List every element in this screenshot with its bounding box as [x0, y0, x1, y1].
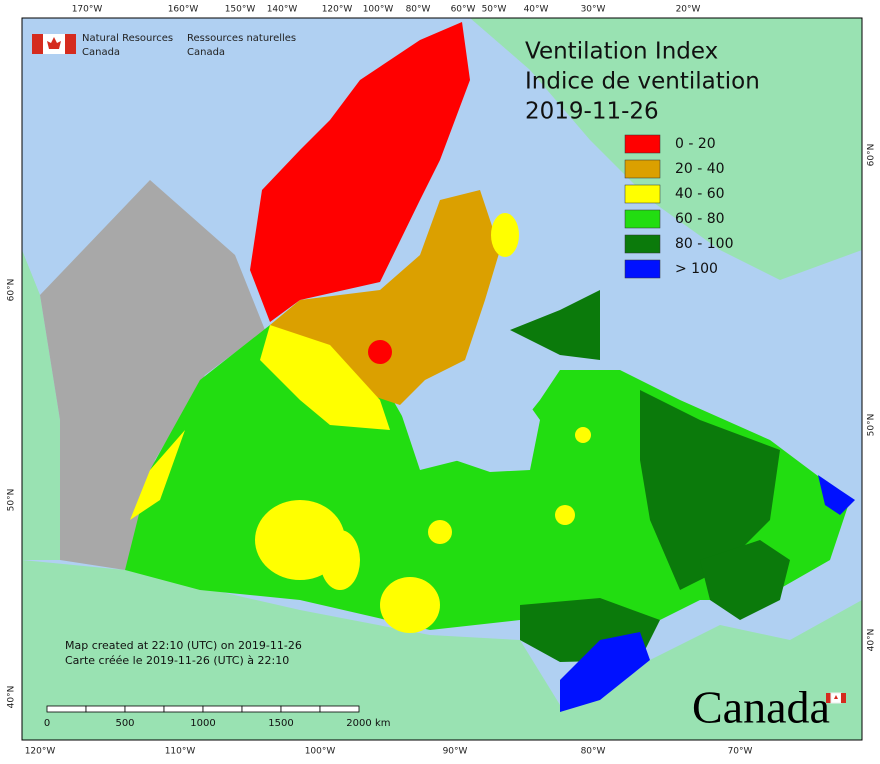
legend-label: 20 - 40 [675, 161, 725, 177]
latitude-label: 50°N [867, 414, 877, 437]
legend-swatch [624, 209, 661, 229]
longitude-label: 140°W [267, 5, 298, 15]
scale-label: 1500 [268, 718, 293, 729]
zone-0-20 [250, 22, 470, 322]
united-states [22, 560, 862, 740]
scale-segment [280, 705, 321, 713]
longitude-label: 100°W [305, 747, 336, 757]
longitude-label: 120°W [322, 5, 353, 15]
legend-label: 40 - 60 [675, 186, 725, 202]
scale-segment [241, 705, 282, 713]
longitude-label: 120°W [25, 747, 56, 757]
legend-swatch [624, 134, 661, 154]
scale-label: 0 [44, 718, 50, 729]
pacific-coast [22, 250, 60, 560]
scale-label: 2000 [346, 718, 371, 729]
longitude-label: 170°W [72, 5, 103, 15]
longitude-label: 90°W [443, 747, 468, 757]
longitude-label: 110°W [165, 747, 196, 757]
scale-unit: km [375, 718, 391, 729]
latitude-label: 60°N [867, 144, 877, 167]
latitude-label: 40°N [7, 686, 17, 709]
hudson-bay [390, 372, 540, 472]
longitude-label: 100°W [363, 5, 394, 15]
longitude-label: 160°W [168, 5, 199, 15]
scale-segment [85, 705, 126, 713]
org-name-fr: Ressources naturelles [187, 33, 296, 44]
zone-80-100 [510, 290, 600, 360]
zone-0-20 [368, 340, 392, 364]
legend-label: 80 - 100 [675, 236, 734, 252]
frame [21, 17, 863, 741]
scale-label: 1000 [190, 718, 215, 729]
longitude-label: 80°W [406, 5, 431, 15]
org-name-en: Natural Resources [82, 33, 173, 44]
map-title: Ventilation Index [525, 39, 718, 65]
zone-40-60 [428, 520, 452, 544]
wordmark: Canada [692, 682, 830, 733]
legend-swatch [624, 259, 661, 279]
zone-40-60 [555, 505, 575, 525]
longitude-label: 80°W [581, 747, 606, 757]
zone-over-100 [818, 475, 855, 515]
zone-over-100 [560, 632, 650, 712]
legend-label: > 100 [675, 261, 718, 277]
zone-40-60 [491, 213, 519, 257]
zone-40-60 [260, 325, 390, 430]
scale-segment [319, 705, 360, 713]
zone-40-60 [130, 430, 185, 520]
scale-segment [163, 705, 204, 713]
legend-label: 0 - 20 [675, 136, 716, 152]
zone-40-60 [380, 577, 440, 633]
credit-line: Carte créée le 2019-11-26 (UTC) à 22:10 [65, 654, 289, 667]
longitude-label: 60°W [451, 5, 476, 15]
longitude-label: 150°W [225, 5, 256, 15]
credit-line: Map created at 22:10 (UTC) on 2019-11-26 [65, 639, 302, 652]
scale-segment [124, 705, 165, 713]
longitude-label: 50°W [482, 5, 507, 15]
longitude-label: 40°W [524, 5, 549, 15]
latitude-label: 40°N [867, 629, 877, 652]
legend-swatch [624, 184, 661, 204]
zone-40-60 [575, 427, 591, 443]
greenland [470, 18, 862, 280]
longitude-label: 30°W [581, 5, 606, 15]
legend-swatch [624, 234, 661, 254]
canada-flag [32, 34, 76, 54]
northern-territories [40, 180, 265, 570]
org-name-fr: Canada [187, 47, 225, 58]
legend-swatch [624, 159, 661, 179]
zone-80-100 [640, 390, 780, 590]
scale-segment [46, 705, 87, 713]
legend-label: 60 - 80 [675, 211, 725, 227]
wordmark-flag [826, 692, 846, 704]
scale-segment [202, 705, 243, 713]
longitude-label: 70°W [728, 747, 753, 757]
zone-80-100 [700, 540, 790, 620]
latitude-label: 60°N [7, 279, 17, 302]
longitude-label: 20°W [676, 5, 701, 15]
org-name-en: Canada [82, 47, 120, 58]
map-title: Indice de ventilation [525, 69, 760, 95]
scale-label: 500 [115, 718, 134, 729]
map-title: 2019-11-26 [525, 99, 659, 125]
latitude-label: 50°N [7, 489, 17, 512]
zone-40-60 [320, 530, 360, 590]
